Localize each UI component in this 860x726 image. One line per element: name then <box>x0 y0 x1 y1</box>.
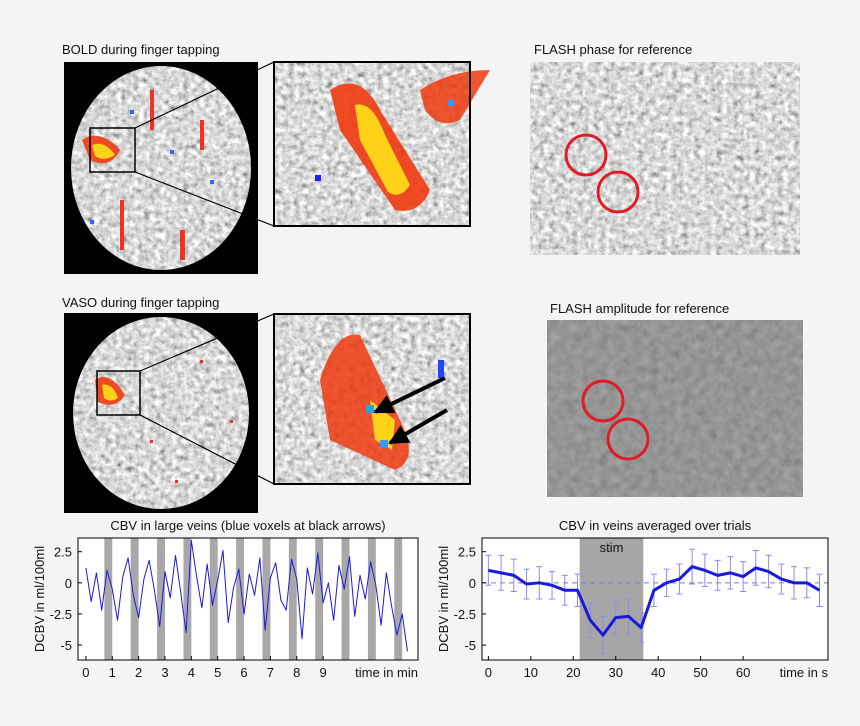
y-tick-label: -5 <box>464 638 476 653</box>
stim-label: stim <box>600 540 624 555</box>
brain-texture <box>71 66 251 270</box>
highlight-circle <box>606 417 650 461</box>
x-tick-label: 6 <box>240 665 247 680</box>
x-tick-label: 7 <box>267 665 274 680</box>
phase-image <box>530 62 800 255</box>
stim-block <box>262 538 271 660</box>
zoom-box <box>96 370 141 416</box>
data-line <box>85 539 408 652</box>
x-tick-label: 9 <box>319 665 326 680</box>
x-tick-label: 40 <box>651 665 665 680</box>
x-tick-label: 30 <box>608 665 622 680</box>
x-tick-label: 50 <box>693 665 707 680</box>
stim-block <box>104 538 113 660</box>
data-line <box>488 565 821 637</box>
y-axis-label: DCBV in ml/100ml <box>436 546 451 652</box>
stim-block <box>394 538 403 660</box>
y-axis-label: DCBV in ml/100ml <box>32 546 47 652</box>
panel-title: BOLD during finger tapping <box>62 42 220 57</box>
y-tick-label: 0 <box>65 576 72 591</box>
y-tick-label: 2.5 <box>458 545 476 560</box>
highlight-circle <box>581 379 625 423</box>
axis-frame <box>77 537 419 661</box>
plot-area <box>78 538 418 660</box>
x-tick-label: 3 <box>161 665 168 680</box>
x-tick-label: 8 <box>293 665 300 680</box>
stim-block <box>157 538 165 660</box>
x-tick-label: 1 <box>109 665 116 680</box>
stim-block <box>183 538 192 660</box>
stim-block <box>341 538 350 660</box>
arrow <box>388 408 449 445</box>
zoom-box <box>89 127 136 173</box>
axis-frame <box>481 537 829 661</box>
panel-title: FLASH amplitude for reference <box>550 301 729 316</box>
zoom-frame <box>273 313 471 485</box>
zoom-activation <box>315 70 490 211</box>
y-tick-label: -2.5 <box>454 607 476 622</box>
x-tick-label: 0 <box>82 665 89 680</box>
zoom-frame <box>273 61 471 227</box>
error-bar <box>485 554 492 586</box>
y-tick-label: -5 <box>60 638 72 653</box>
chart-title: CBV in veins averaged over trials <box>559 518 752 533</box>
zoom-line <box>134 171 275 227</box>
panel-title: VASO during finger tapping <box>62 295 219 310</box>
plot-area <box>482 538 828 660</box>
arrow <box>373 376 446 414</box>
x-tick-label: 5 <box>214 665 221 680</box>
y-tick-label: -2.5 <box>50 607 72 622</box>
stim-block <box>579 538 644 660</box>
y-tick-label: 0 <box>469 576 476 591</box>
zoom-line <box>139 414 275 485</box>
highlight-circle <box>564 133 608 177</box>
stim-block <box>315 538 324 660</box>
x-axis-label: time in s <box>780 665 829 680</box>
x-axis-label: time in min <box>355 665 418 680</box>
x-tick-label: 10 <box>524 665 538 680</box>
stim-block <box>367 538 376 660</box>
activation <box>82 90 214 260</box>
zoom-line <box>134 61 275 129</box>
x-tick-label: 0 <box>485 665 492 680</box>
x-tick-label: 60 <box>736 665 750 680</box>
amplitude-image <box>547 320 803 497</box>
activation <box>95 360 233 483</box>
x-tick-label: 20 <box>566 665 580 680</box>
stim-block <box>236 538 245 660</box>
y-tick-label: 2.5 <box>54 545 72 560</box>
brain-texture <box>73 317 249 509</box>
chart-title: CBV in large veins (blue voxels at black… <box>110 518 385 533</box>
zoom-line <box>139 313 275 372</box>
x-tick-label: 4 <box>188 665 195 680</box>
highlight-circle <box>596 170 640 214</box>
panel-title: FLASH phase for reference <box>534 42 692 57</box>
x-tick-label: 2 <box>135 665 142 680</box>
stim-block <box>288 538 297 660</box>
